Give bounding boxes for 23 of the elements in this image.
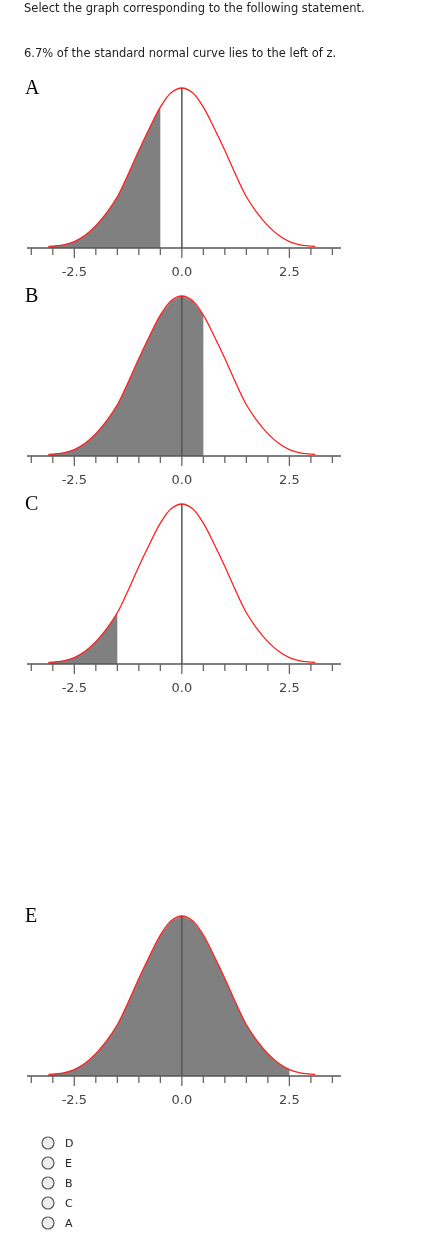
x-tick-label: 0.0: [171, 472, 193, 487]
x-tick-label: 2.5: [279, 264, 300, 279]
x-tick-label: 0.0: [171, 1092, 193, 1107]
chart-title: B: [25, 284, 39, 306]
x-tick-label: -2.5: [61, 1092, 87, 1107]
chart-title: A: [25, 76, 40, 98]
chart-title: C: [25, 492, 39, 514]
text: C: [65, 1197, 73, 1210]
chart-title: E: [25, 904, 38, 926]
text: Select the graph corresponding to the following statement.: [24, 1, 365, 15]
x-tick-label: 2.5: [279, 680, 300, 695]
text: D: [65, 1137, 74, 1150]
x-tick-label: -2.5: [61, 472, 87, 487]
text: E: [65, 1157, 72, 1170]
x-tick-label: -2.5: [61, 680, 87, 695]
x-tick-label: 0.0: [171, 264, 193, 279]
x-tick-label: 0.0: [171, 680, 193, 695]
x-tick-label: -2.5: [61, 264, 87, 279]
x-tick-label: 2.5: [279, 472, 300, 487]
x-tick-label: 2.5: [279, 1092, 300, 1107]
text: B: [65, 1177, 73, 1190]
text: A: [65, 1217, 73, 1230]
text: 6.7% of the standard normal curve lies to the left of z.: [24, 46, 337, 60]
